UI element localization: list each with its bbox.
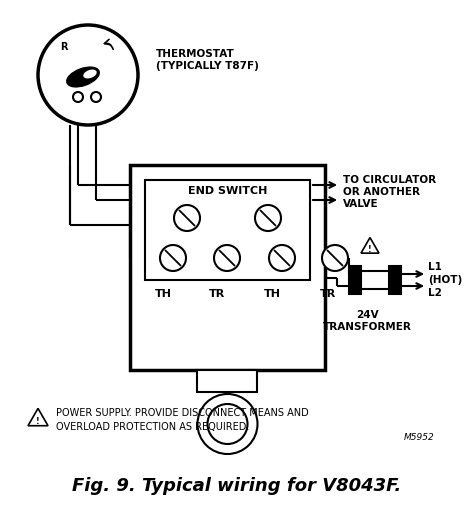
Text: TH: TH (155, 289, 172, 299)
Circle shape (214, 245, 240, 271)
Circle shape (38, 25, 138, 125)
Circle shape (91, 92, 101, 102)
Text: TO CIRCULATOR
OR ANOTHER
VALVE: TO CIRCULATOR OR ANOTHER VALVE (343, 175, 436, 209)
Circle shape (208, 404, 247, 444)
Text: M5952: M5952 (404, 433, 435, 441)
Circle shape (322, 245, 348, 271)
Bar (361, 271, 389, 289)
Text: TH: TH (264, 289, 281, 299)
Text: 24V
TRANSFORMER: 24V TRANSFORMER (323, 310, 411, 332)
Bar (130, 165, 325, 370)
Ellipse shape (83, 70, 97, 78)
Text: POWER SUPPLY. PROVIDE DISCONNECT MEANS AND
OVERLOAD PROTECTION AS REQUIRED.: POWER SUPPLY. PROVIDE DISCONNECT MEANS A… (56, 408, 309, 432)
Bar (389, 266, 401, 294)
Text: !: ! (368, 245, 372, 254)
Text: L1
(HOT)
L2: L1 (HOT) L2 (428, 262, 462, 298)
Bar (349, 266, 361, 294)
Text: R: R (60, 42, 68, 52)
Circle shape (198, 394, 257, 454)
Circle shape (73, 92, 83, 102)
Bar (198, 370, 257, 392)
Ellipse shape (67, 67, 99, 87)
Polygon shape (361, 238, 379, 253)
Text: THERMOSTAT
(TYPICALLY T87F): THERMOSTAT (TYPICALLY T87F) (156, 49, 259, 71)
Circle shape (269, 245, 295, 271)
Text: Fig. 9. Typical wiring for V8043F.: Fig. 9. Typical wiring for V8043F. (73, 477, 401, 495)
Text: END SWITCH: END SWITCH (188, 186, 267, 196)
Polygon shape (28, 408, 48, 426)
Bar (145, 180, 310, 280)
Text: TR: TR (320, 289, 336, 299)
Circle shape (255, 205, 281, 231)
Circle shape (174, 205, 200, 231)
Text: !: ! (36, 417, 40, 426)
Circle shape (160, 245, 186, 271)
Text: TR: TR (209, 289, 225, 299)
